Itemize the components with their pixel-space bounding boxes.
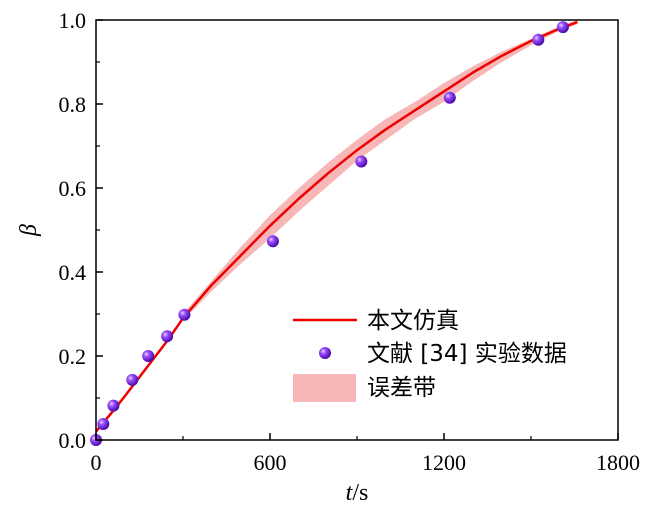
legend-label-experiment: 文献 [34] 实验数据 [367, 341, 567, 367]
x-tick-label: 1200 [422, 450, 466, 475]
y-tick-label: 0.0 [59, 428, 87, 453]
legend: 本文仿真 文献 [34] 实验数据 误差带 [293, 308, 567, 402]
experimental-point [556, 21, 569, 34]
x-tick-label: 0 [91, 450, 102, 475]
experimental-point [126, 373, 139, 386]
simulation-line-layer [95, 20, 578, 433]
error-band [183, 20, 578, 321]
experimental-point [266, 235, 279, 248]
experimental-point [355, 155, 368, 168]
y-tick-label: 1.0 [59, 8, 87, 33]
experimental-point [142, 350, 155, 362]
plot-frame [95, 19, 619, 441]
x-tick-label: 600 [254, 450, 287, 475]
experimental-point [443, 91, 456, 104]
x-axis-title-unit: /s [352, 480, 368, 506]
y-tick-label: 0.2 [59, 344, 87, 369]
experimental-point [532, 33, 545, 46]
x-axis-title-variable: t [346, 480, 354, 506]
legend-label-error-band: 误差带 [367, 375, 436, 401]
tick-layer: 0 600 1200 1800 0.0 0.2 0.4 0.6 0.8 1.0 [59, 8, 641, 475]
experimental-point [178, 308, 191, 321]
experimental-point [107, 399, 120, 412]
simulation-line [95, 20, 578, 433]
experimental-point [97, 418, 110, 430]
y-tick-label: 0.8 [59, 92, 87, 117]
y-axis-title: β [16, 224, 42, 237]
y-tick-label: 0.6 [59, 176, 87, 201]
y-tick-label: 0.4 [59, 260, 87, 285]
experimental-point [161, 330, 174, 343]
x-axis-title: t/s [346, 480, 369, 506]
legend-swatch-error-band [293, 374, 356, 402]
experimental-points-layer [90, 21, 569, 446]
legend-label-simulation: 本文仿真 [367, 308, 459, 334]
x-tick-label: 1800 [596, 450, 640, 475]
error-band-layer [183, 20, 578, 321]
legend-swatch-experiment [319, 347, 331, 359]
